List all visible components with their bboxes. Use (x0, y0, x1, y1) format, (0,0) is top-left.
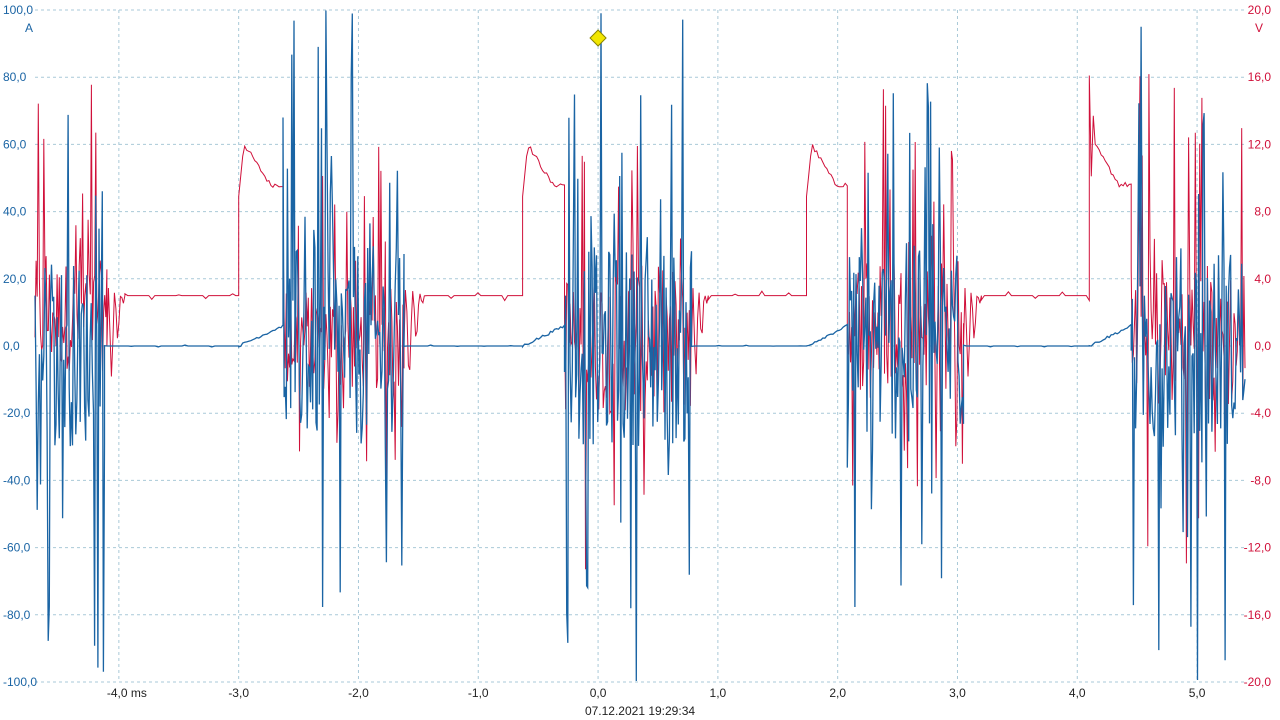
x-axis-tick-label: 2,0 (829, 686, 846, 700)
right-axis-tick-label: 0,0 (1254, 339, 1271, 353)
left-axis-tick-label: 100,0 (3, 3, 33, 17)
left-axis-unit: A (25, 21, 33, 35)
x-axis-labels: -4,0 ms -3,0 -2,0 -1,0 0,0 1,0 2,0 3,0 4,0 5,0 (107, 686, 1206, 700)
x-axis-tick-label: 5,0 (1189, 686, 1206, 700)
left-axis-tick-label: 80,0 (3, 70, 27, 84)
x-axis-tick-label: 3,0 (949, 686, 966, 700)
left-axis-tick-label: -20,0 (3, 406, 31, 420)
left-axis-tick-label: 20,0 (3, 272, 27, 286)
x-axis-tick-label: 0,0 (590, 686, 607, 700)
right-axis-unit: V (1255, 21, 1263, 35)
left-axis-tick-label: 60,0 (3, 137, 27, 151)
left-axis-tick-label: -100,0 (3, 675, 37, 689)
left-axis-tick-label: 0,0 (3, 339, 20, 353)
trigger-marker[interactable] (589, 29, 607, 47)
x-axis-tick-label: 1,0 (710, 686, 727, 700)
right-axis-tick-label: -4,0 (1250, 406, 1271, 420)
x-axis-tick-label: -1,0 (468, 686, 489, 700)
left-axis-tick-label: -60,0 (3, 541, 31, 555)
x-axis-tick-label: 4,0 (1069, 686, 1086, 700)
right-axis-tick-label: 16,0 (1248, 70, 1272, 84)
left-axis-labels: 100,0 80,0 60,0 40,0 20,0 0,0 -20,0 -40,0 -60,0 -… (3, 3, 37, 689)
right-axis-tick-label: 20,0 (1248, 3, 1272, 17)
right-axis-tick-label: 4,0 (1254, 272, 1271, 286)
right-axis-tick-label: -8,0 (1250, 473, 1271, 487)
voltage-trace (34, 74, 1246, 570)
right-axis-tick-label: 12,0 (1248, 137, 1272, 151)
x-axis-tick-label: -4,0 ms (107, 686, 147, 700)
x-axis-tick-label: -3,0 (228, 686, 249, 700)
voltage-series-line (34, 74, 1246, 570)
left-axis-tick-label: -40,0 (3, 473, 31, 487)
x-axis-tick-label: -2,0 (348, 686, 369, 700)
right-axis-tick-label: 8,0 (1254, 205, 1271, 219)
timestamp-label: 07.12.2021 19:29:34 (585, 704, 695, 718)
left-axis-tick-label: 40,0 (3, 205, 27, 219)
right-axis-tick-label: -20,0 (1244, 675, 1272, 689)
right-axis-tick-label: -16,0 (1244, 608, 1272, 622)
right-axis-tick-label: -12,0 (1244, 541, 1272, 555)
current-series-line (34, 10, 1246, 682)
current-trace (34, 10, 1246, 682)
left-axis-tick-label: -80,0 (3, 608, 31, 622)
trigger-diamond-icon (589, 29, 607, 47)
right-axis-labels: 20,0 16,0 12,0 8,0 4,0 0,0 -4,0 -8,0 -12,0 -16,0 -… (1244, 3, 1272, 689)
